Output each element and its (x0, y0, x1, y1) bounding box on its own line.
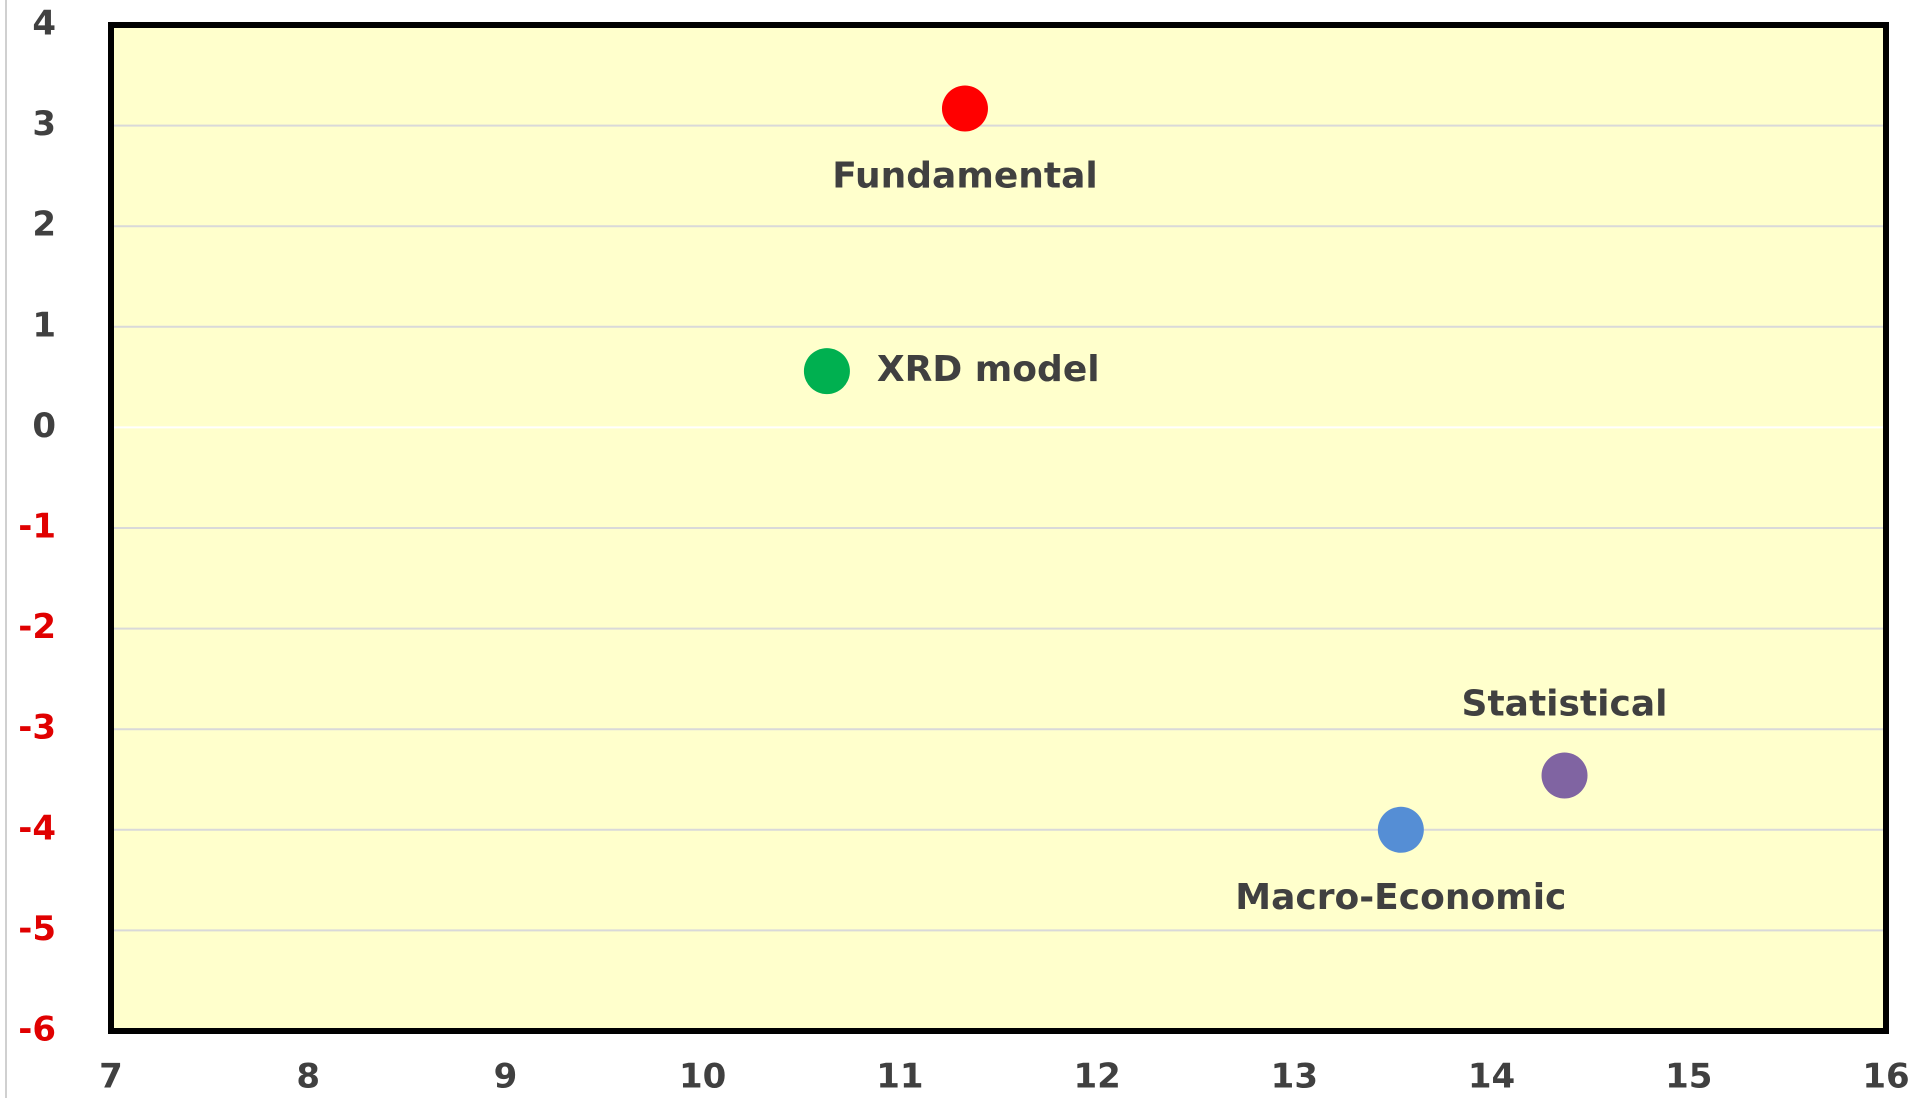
point-label: Fundamental (832, 155, 1098, 196)
point-label: XRD model (877, 349, 1100, 390)
point (941, 85, 988, 132)
x-tick-label: 12 (1073, 1057, 1120, 1097)
point (1541, 752, 1588, 799)
y-tick-label: -5 (18, 909, 56, 949)
y-tick-label: -6 (18, 1010, 56, 1050)
point-label: Macro-Economic (1235, 877, 1566, 918)
y-tick-label: -1 (18, 507, 56, 547)
point (803, 348, 850, 395)
y-tick-label: -4 (18, 808, 56, 848)
y-tick-label: -2 (18, 607, 56, 647)
y-tick-label: 2 (32, 205, 56, 245)
x-tick-label: 9 (494, 1057, 518, 1097)
point-label: Statistical (1462, 683, 1668, 724)
y-tick-label: 0 (32, 406, 56, 446)
y-tick-label: 4 (32, 4, 56, 44)
y-tick-label: -3 (18, 708, 56, 748)
x-tick-label: 7 (99, 1057, 123, 1097)
x-tick-label: 14 (1468, 1057, 1515, 1097)
x-tick-label: 16 (1862, 1057, 1909, 1097)
x-tick-label: 13 (1271, 1057, 1318, 1097)
x-tick-label: 15 (1665, 1057, 1712, 1097)
x-tick-label: 8 (296, 1057, 320, 1097)
x-tick-label: 11 (876, 1057, 923, 1097)
x-tick-label: 10 (679, 1057, 726, 1097)
y-tick-label: 1 (32, 305, 56, 345)
y-tick-label: 3 (32, 104, 56, 144)
point (1377, 806, 1424, 853)
plot-border (108, 22, 1889, 1034)
